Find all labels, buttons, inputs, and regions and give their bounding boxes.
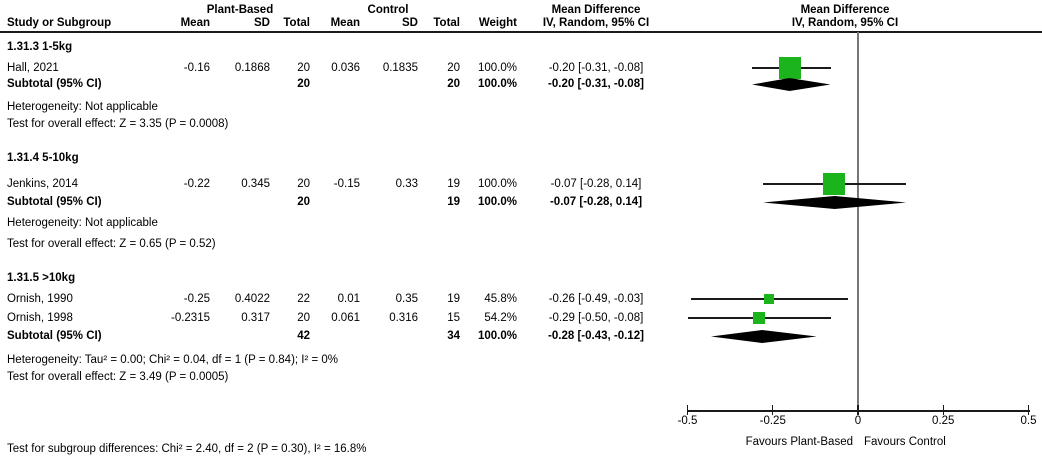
study-name: Ornish, 1998 bbox=[7, 312, 73, 324]
col-header-study: Study or Subgroup bbox=[7, 17, 112, 29]
axis-tick bbox=[772, 405, 774, 415]
axis-tick bbox=[942, 405, 944, 415]
heterogeneity-row: Heterogeneity: Not applicable bbox=[7, 217, 158, 229]
group-header-row: Plant-Based Control Mean Difference Mean… bbox=[0, 4, 1042, 17]
study-name: Ornish, 1990 bbox=[7, 293, 73, 305]
study-row: Hall, 2021 -0.16 0.1868 20 0.036 0.1835 … bbox=[7, 62, 644, 74]
col-header-ci-method: IV, Random, 95% CI bbox=[542, 17, 650, 29]
subgroup-label: 1.31.5 >10kg bbox=[7, 272, 76, 284]
subtotal-diamond bbox=[711, 329, 818, 343]
effect-square bbox=[778, 57, 801, 79]
subtotal-diamond bbox=[762, 195, 906, 209]
subtotal-row: Subtotal (95% CI) 20 20 100.0% -0.20 [-0… bbox=[7, 78, 644, 90]
col-header-sd-exp: SD bbox=[254, 17, 270, 29]
axis-tick-label: 0 bbox=[854, 415, 862, 427]
study-row: Jenkins, 2014 -0.22 0.345 20 -0.15 0.33 … bbox=[7, 178, 642, 190]
experimental-group-header: Plant-Based bbox=[206, 4, 274, 16]
study-row: Ornish, 1998 -0.2315 0.317 20 0.061 0.31… bbox=[7, 312, 644, 324]
overall-effect-row: Test for overall effect: Z = 3.49 (P = 0… bbox=[7, 371, 229, 383]
axis-tick-label: -0.5 bbox=[677, 415, 698, 427]
overall-effect-row: Test for overall effect: Z = 0.65 (P = 0… bbox=[7, 238, 216, 250]
axis-tick bbox=[686, 405, 689, 415]
subgroup-differences-row: Test for subgroup differences: Chi² = 2.… bbox=[7, 443, 367, 455]
subgroup-label: 1.31.4 5-10kg bbox=[7, 152, 79, 164]
zero-line bbox=[857, 32, 859, 414]
favours-right-label: Favours Control bbox=[864, 436, 946, 448]
effect-column-header: Mean Difference bbox=[551, 4, 641, 16]
col-header-mean-exp: Mean bbox=[180, 17, 210, 29]
effect-square bbox=[823, 173, 846, 195]
col-header-weight: Weight bbox=[478, 17, 517, 29]
axis-tick bbox=[857, 405, 859, 415]
favours-left-label: Favours Plant-Based bbox=[745, 436, 853, 448]
subtotal-row: Subtotal (95% CI) 42 34 100.0% -0.28 [-0… bbox=[7, 330, 644, 342]
axis-tick-label: 0.25 bbox=[932, 415, 955, 427]
col-header-total-ctl: Total bbox=[433, 17, 460, 29]
effect-square bbox=[753, 312, 766, 324]
axis-tick-label: 0.5 bbox=[1020, 415, 1037, 427]
control-group-header: Control bbox=[367, 4, 409, 16]
effect-square bbox=[764, 294, 775, 304]
header-underline bbox=[0, 31, 1042, 33]
plot-column-header: Mean Difference bbox=[800, 4, 890, 16]
subtotal-diamond bbox=[752, 77, 831, 91]
col-header-sd-ctl: SD bbox=[402, 17, 418, 29]
study-row: Ornish, 1990 -0.25 0.4022 22 0.01 0.35 1… bbox=[7, 293, 644, 305]
axis-tick-label: -0.25 bbox=[759, 415, 786, 427]
heterogeneity-row: Heterogeneity: Tau² = 0.00; Chi² = 0.04,… bbox=[7, 354, 339, 366]
subtotal-row: Subtotal (95% CI) 20 19 100.0% -0.07 [-0… bbox=[7, 196, 643, 208]
heterogeneity-row: Heterogeneity: Not applicable bbox=[7, 101, 158, 113]
study-name: Hall, 2021 bbox=[7, 62, 59, 74]
overall-effect-row: Test for overall effect: Z = 3.35 (P = 0… bbox=[7, 118, 229, 130]
axis-tick bbox=[1027, 405, 1030, 415]
plot-method-header: IV, Random, 95% CI bbox=[791, 17, 899, 29]
column-header-row: Study or Subgroup Mean SD Total Mean SD … bbox=[0, 17, 1042, 30]
col-header-total-exp: Total bbox=[283, 17, 310, 29]
study-name: Jenkins, 2014 bbox=[7, 178, 78, 190]
col-header-mean-ctl: Mean bbox=[330, 17, 360, 29]
subgroup-label: 1.31.3 1-5kg bbox=[7, 41, 73, 53]
